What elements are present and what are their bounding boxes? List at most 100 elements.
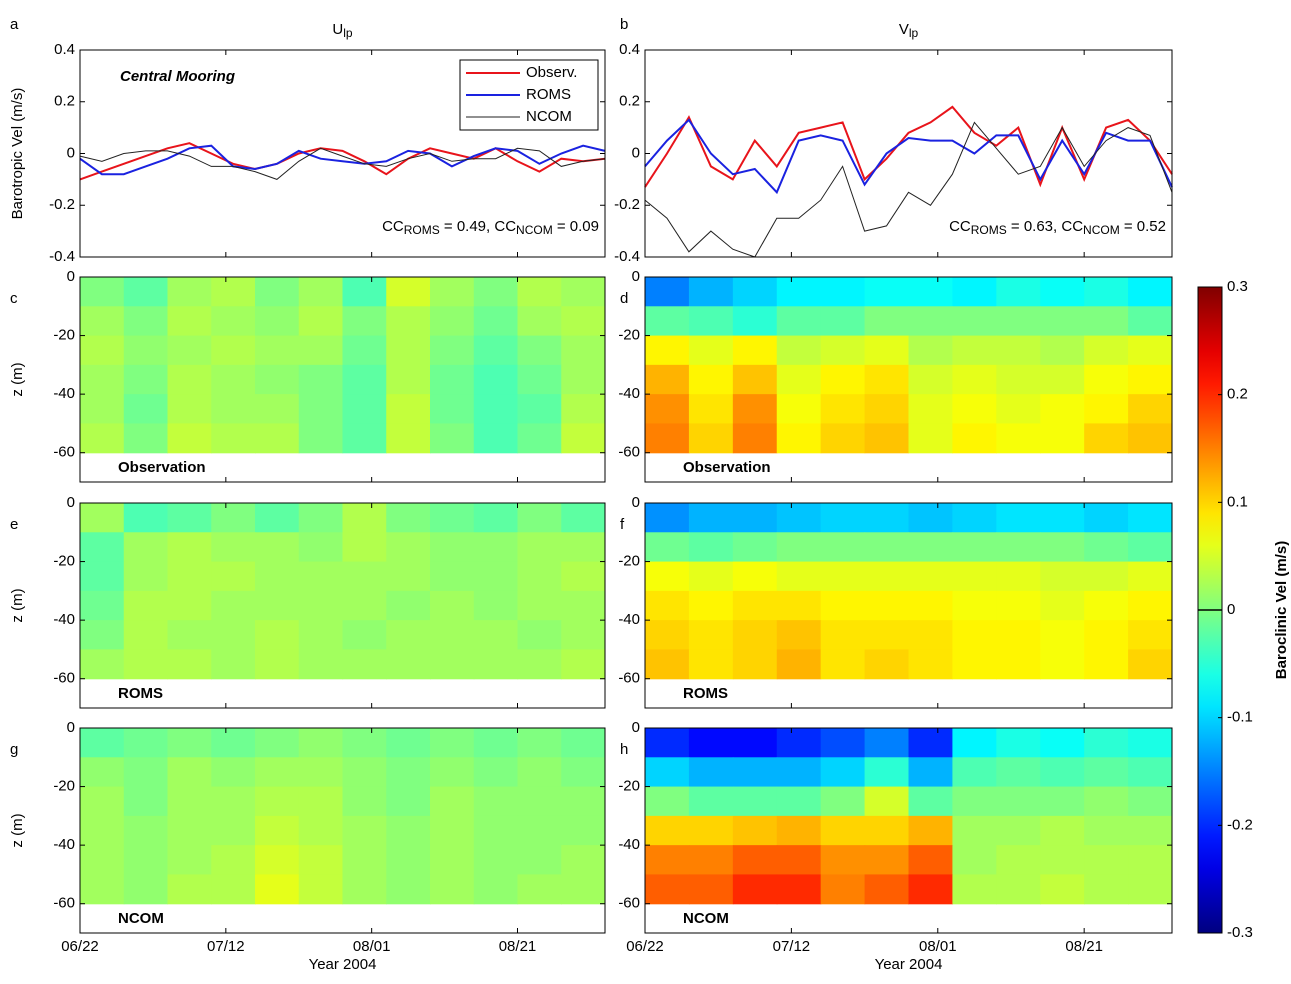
heat-cell (952, 364, 997, 395)
heat-cell (80, 620, 125, 651)
heat-cell (645, 757, 690, 788)
x-tick-label: 06/22 (626, 938, 664, 955)
heat-cell (1128, 649, 1172, 680)
heat-cell (167, 590, 212, 621)
heat-cell (996, 845, 1041, 876)
heat-cell (211, 503, 256, 533)
heat-cell (298, 728, 344, 758)
heat-cell (1128, 394, 1172, 425)
heat-cell (732, 335, 778, 366)
heat-cell (561, 649, 605, 680)
annotation: CCROMS = 0.63, CCNCOM = 0.52 (949, 218, 1166, 237)
heat-cell (430, 503, 475, 533)
y-tick-label: -40 (53, 385, 75, 402)
heat-cell (1128, 532, 1172, 563)
heat-cell (688, 815, 734, 846)
heat-cell (386, 532, 431, 563)
series-line (79, 144, 606, 176)
heat-cell (908, 532, 954, 563)
heat-cell (123, 757, 169, 788)
heat-cell (864, 590, 910, 621)
title-sub: lp (909, 26, 919, 40)
heat-cell (473, 364, 519, 395)
annotation-part: ROMS (971, 223, 1007, 237)
heat-cell (645, 335, 690, 366)
heat-cell (386, 786, 431, 817)
y-tick-label: 0.4 (619, 41, 640, 58)
heat-cell (517, 728, 562, 758)
heat-cell (386, 561, 431, 592)
heat-cell (430, 423, 475, 454)
heat-cell (561, 306, 605, 337)
heat-cell (342, 423, 387, 454)
panel-caption: NCOM (118, 910, 164, 927)
y-tick-label: -20 (618, 778, 640, 795)
heat-cell (255, 306, 300, 337)
heat-cell (1128, 561, 1172, 592)
legend-label: NCOM (526, 108, 572, 125)
heat-cell (211, 306, 256, 337)
heat-cell (645, 561, 690, 592)
heat-cell (298, 335, 344, 366)
heat-cell (80, 728, 125, 758)
y-tick-label: -40 (618, 611, 640, 628)
heat-cell (342, 561, 387, 592)
heat-cell (473, 874, 519, 905)
heat-cell (645, 590, 690, 621)
heat-cell (688, 532, 734, 563)
heat-cell (561, 532, 605, 563)
heat-cell (517, 394, 562, 425)
heat-cell (561, 423, 605, 454)
heat-cell (1040, 815, 1085, 846)
heat-cell (776, 335, 822, 366)
heat-cell (211, 532, 256, 563)
heat-cell (298, 423, 344, 454)
colorbar-tick-label: 0 (1227, 601, 1235, 618)
heat-cell (996, 815, 1041, 846)
x-axis-label: Year 2004 (875, 956, 943, 973)
annotation-part: = 0.49, CC (440, 218, 516, 235)
heat-cell (864, 394, 910, 425)
heat-cell (645, 728, 690, 758)
heat-cell (996, 394, 1041, 425)
heat-cell (732, 364, 778, 395)
heat-cell (473, 394, 519, 425)
heat-cell (386, 423, 431, 454)
heat-cell (952, 757, 997, 788)
heat-cell (342, 845, 387, 876)
heat-cell (342, 728, 387, 758)
heat-cell (80, 561, 125, 592)
heat-cell (1128, 364, 1172, 395)
heat-cell (80, 277, 125, 307)
heat-cell (473, 815, 519, 846)
heat-cell (342, 590, 387, 621)
annotation-part: NCOM (516, 223, 553, 237)
heat-cell (1084, 728, 1129, 758)
heat-cell (952, 277, 997, 307)
x-tick-label: 08/21 (1065, 938, 1103, 955)
heat-cell (1040, 590, 1085, 621)
colorbar-tick-label: 0.1 (1227, 493, 1248, 510)
heat-cell (298, 364, 344, 395)
heat-cell (864, 815, 910, 846)
colorbar-label: Baroclinic Vel (m/s) (1273, 541, 1290, 679)
heat-cell (996, 277, 1041, 307)
heat-cell (342, 335, 387, 366)
heat-cell (386, 364, 431, 395)
heat-cell (952, 561, 997, 592)
axes-frame (79, 502, 606, 709)
heat-cell (342, 394, 387, 425)
heat-cell (517, 845, 562, 876)
heat-cell (211, 649, 256, 680)
heat-cell (1084, 757, 1129, 788)
heat-cell (1040, 306, 1085, 337)
heat-cell (688, 590, 734, 621)
heat-cell (732, 394, 778, 425)
heat-cell (1084, 561, 1129, 592)
heat-cell (732, 532, 778, 563)
y-tick-label: -0.4 (614, 248, 640, 265)
heat-cell (255, 532, 300, 563)
annotation-part: CC (382, 218, 404, 235)
heat-cell (473, 620, 519, 651)
